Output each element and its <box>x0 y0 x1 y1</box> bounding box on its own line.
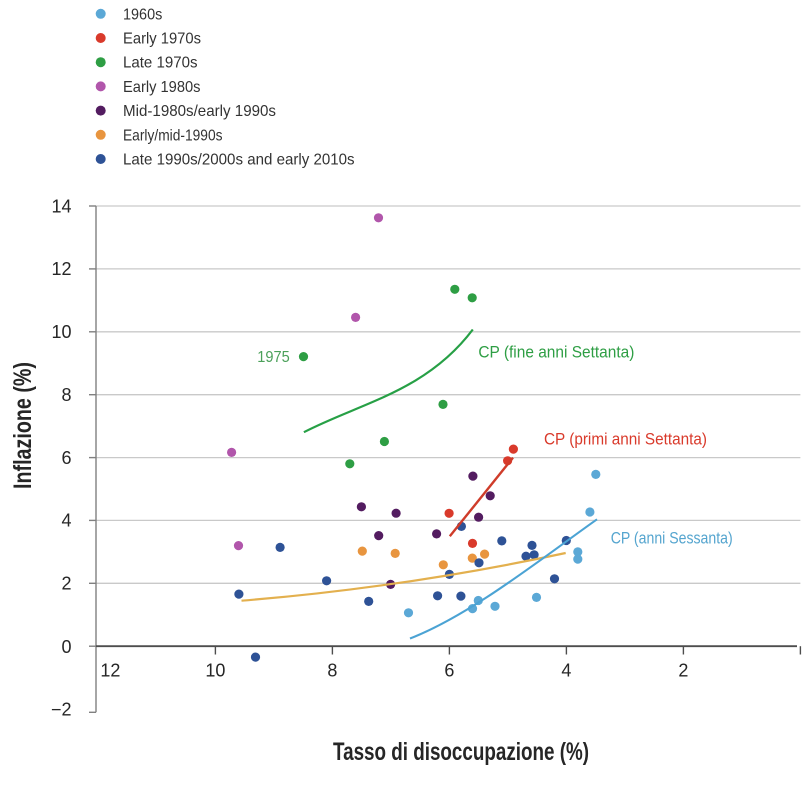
svg-text:12: 12 <box>100 661 120 681</box>
svg-text:10: 10 <box>205 661 225 681</box>
svg-text:6: 6 <box>61 448 71 468</box>
svg-text:2: 2 <box>61 574 71 594</box>
svg-text:14: 14 <box>51 196 71 216</box>
svg-text:4: 4 <box>561 661 571 681</box>
svg-text:10: 10 <box>51 322 71 342</box>
svg-text:1975: 1975 <box>257 349 290 366</box>
svg-text:Inflazione (%): Inflazione (%) <box>9 362 37 489</box>
svg-text:CP (primi anni Settanta): CP (primi anni Settanta) <box>544 430 707 449</box>
svg-text:−2: −2 <box>51 699 72 719</box>
svg-text:Late 1970s: Late 1970s <box>123 55 198 72</box>
svg-text:Early/mid-1990s: Early/mid-1990s <box>123 127 223 144</box>
svg-text:12: 12 <box>51 259 71 279</box>
svg-text:6: 6 <box>444 661 454 681</box>
svg-text:8: 8 <box>327 661 337 681</box>
svg-text:CP (fine anni Settanta): CP (fine anni Settanta) <box>478 343 634 362</box>
svg-text:1960s: 1960s <box>123 6 162 23</box>
svg-text:Early 1980s: Early 1980s <box>123 79 201 96</box>
svg-text:Mid-1980s/early 1990s: Mid-1980s/early 1990s <box>123 103 276 120</box>
svg-text:4: 4 <box>61 511 71 531</box>
svg-text:Early 1970s: Early 1970s <box>123 31 201 48</box>
svg-text:Tasso di disoccupazione (%): Tasso di disoccupazione (%) <box>333 738 589 766</box>
svg-text:2: 2 <box>678 661 688 681</box>
svg-text:8: 8 <box>61 385 71 405</box>
svg-text:Late 1990s/2000s and early 201: Late 1990s/2000s and early 2010s <box>123 152 355 169</box>
svg-text:CP (anni Sessanta): CP (anni Sessanta) <box>611 529 733 548</box>
svg-text:0: 0 <box>61 637 71 657</box>
